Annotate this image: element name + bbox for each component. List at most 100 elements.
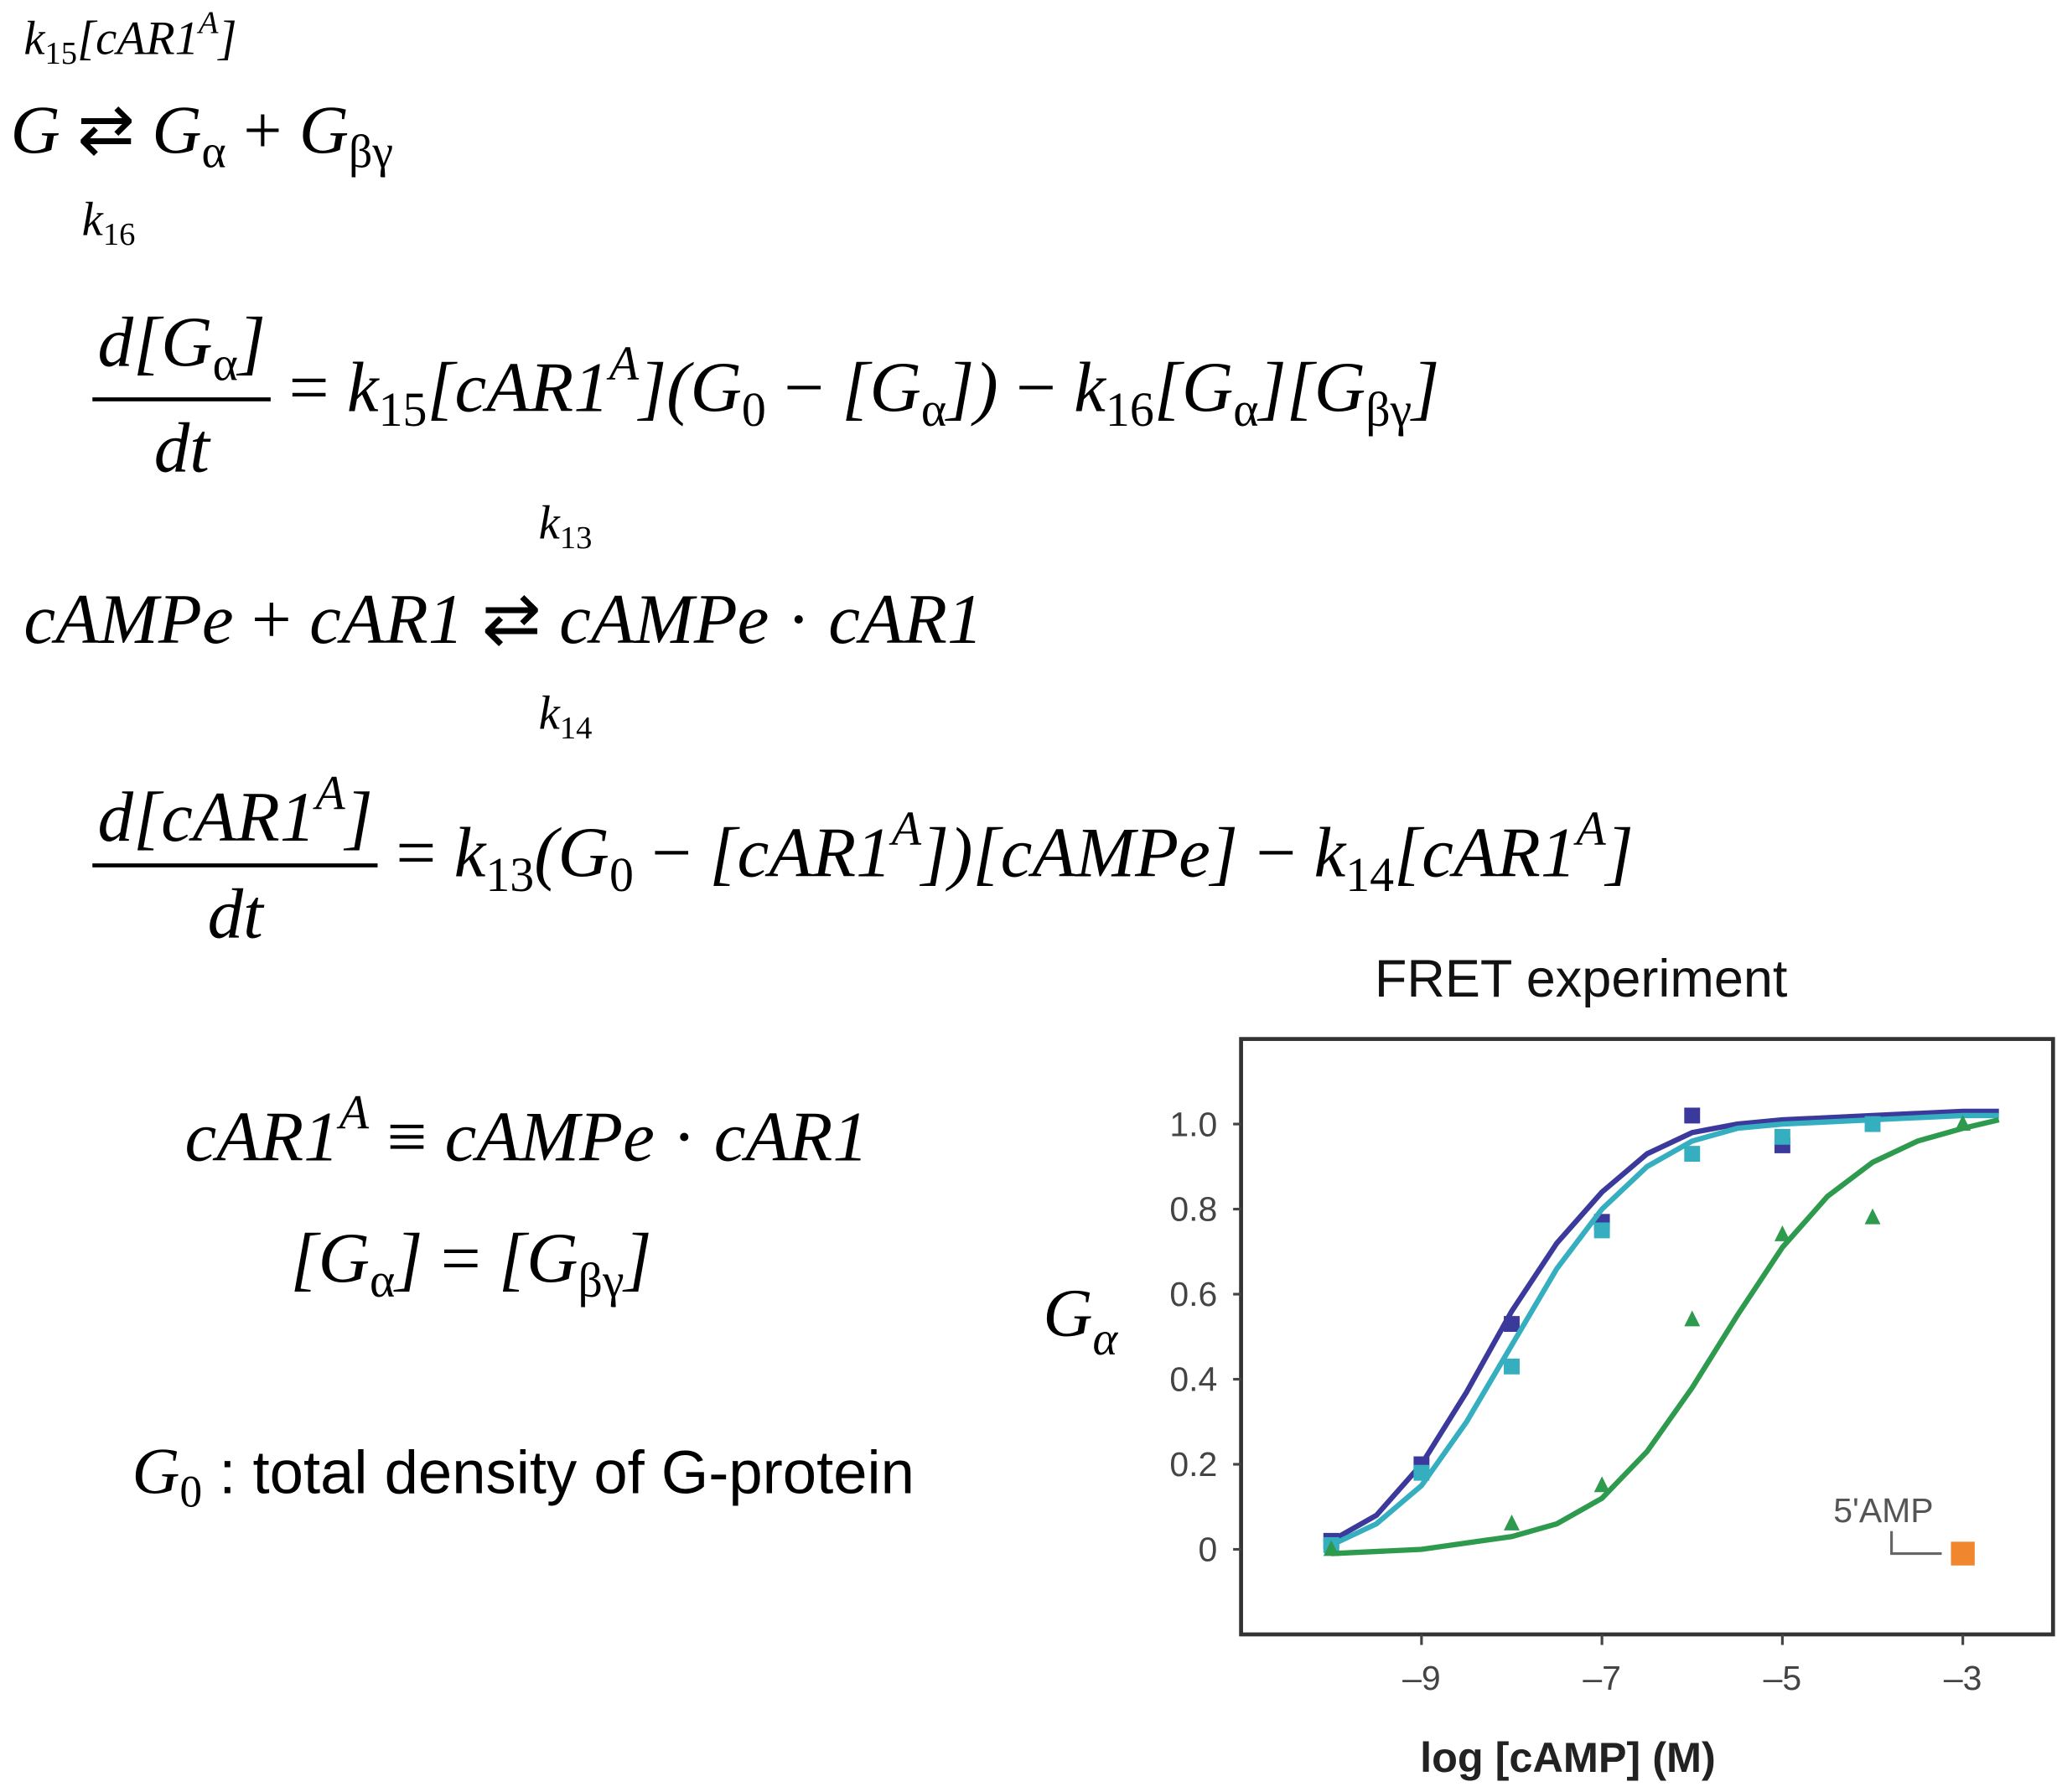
math-operator: = bbox=[378, 813, 454, 893]
data-point bbox=[1684, 1107, 1701, 1124]
x-tick-label: –5 bbox=[1764, 1659, 1802, 1697]
y-tick-label: 0 bbox=[1198, 1530, 1217, 1569]
superscript: A bbox=[609, 336, 640, 391]
superscript: A bbox=[1576, 801, 1606, 856]
math-symbol: cAMPe bbox=[23, 579, 251, 659]
subscript: βγ bbox=[1365, 382, 1412, 437]
data-point bbox=[1593, 1222, 1610, 1239]
math-operator: + bbox=[251, 579, 292, 659]
equation: k16 bbox=[82, 193, 136, 254]
math-symbol: dt bbox=[207, 873, 263, 954]
math-symbol: [cAR1 bbox=[77, 12, 199, 65]
y-axis-label: Gα bbox=[1043, 1275, 1118, 1365]
math-symbol: ] bbox=[1605, 813, 1634, 893]
data-point bbox=[1955, 1115, 1972, 1131]
subscript: 15 bbox=[378, 382, 427, 437]
fit-curve bbox=[1331, 1116, 2000, 1556]
math-symbol: d[G bbox=[97, 302, 213, 382]
math-operator: − bbox=[1015, 348, 1075, 427]
math-operator: = bbox=[271, 348, 347, 427]
subscript: 0 bbox=[741, 382, 766, 437]
equation: cAR1A ≡ cAMPe · cAR1 bbox=[185, 1085, 868, 1178]
data-point bbox=[1413, 1464, 1430, 1481]
equation: d[cAR1A] dt = k13(G0 − [cAR1A])[cAMPe] − … bbox=[92, 766, 1634, 955]
data-point bbox=[1774, 1225, 1790, 1241]
math-operator: − bbox=[765, 348, 842, 427]
math-operator: ⇄ bbox=[481, 579, 541, 659]
math-symbol: G bbox=[132, 1433, 180, 1508]
subscript: α bbox=[370, 1252, 396, 1308]
math-symbol: [G bbox=[498, 1218, 578, 1298]
math-operator: · bbox=[672, 1096, 697, 1177]
math-symbol: [G bbox=[842, 348, 921, 427]
x-axis-label: log [cAMP] (M) bbox=[1420, 1733, 1716, 1781]
math-symbol: k bbox=[81, 192, 103, 246]
math-symbol: cAR1 bbox=[811, 579, 983, 659]
math-symbol: [G bbox=[1153, 348, 1234, 427]
math-symbol: (G bbox=[534, 813, 609, 893]
subscript: α bbox=[1233, 382, 1259, 437]
math-symbol: cAMPe bbox=[444, 1096, 673, 1177]
plot-frame bbox=[1239, 1037, 2055, 1637]
subscript: 13 bbox=[485, 847, 535, 902]
math-symbol: ] bbox=[624, 1218, 652, 1298]
math-symbol: ] bbox=[237, 302, 267, 382]
fraction: d[Gα] dt bbox=[92, 301, 272, 489]
fit-curve bbox=[1329, 1112, 1999, 1548]
equation: k15[cAR1A] bbox=[23, 5, 236, 73]
data-point bbox=[1504, 1316, 1520, 1333]
math-symbol: ] bbox=[1412, 348, 1440, 427]
math-operator: ⇄ bbox=[77, 93, 135, 169]
equation: k13 bbox=[539, 496, 593, 557]
math-operator: − bbox=[1256, 813, 1314, 893]
math-symbol: [cAR1 bbox=[709, 813, 892, 893]
equation-text: : total density of G-protein bbox=[202, 1437, 915, 1507]
math-symbol: k bbox=[1313, 813, 1346, 893]
fraction: d[cAR1A] dt bbox=[92, 765, 379, 955]
equation: [Gα] = [Gβγ] bbox=[291, 1217, 652, 1308]
subscript: 0 bbox=[609, 847, 634, 902]
math-symbol: ] bbox=[345, 777, 373, 857]
subscript: α bbox=[201, 124, 226, 178]
math-symbol: [cAR1 bbox=[1394, 813, 1577, 893]
math-symbol: ](G bbox=[639, 348, 742, 427]
subscript: 0 bbox=[179, 1468, 203, 1518]
x-tick-label: –3 bbox=[1944, 1659, 1982, 1697]
subscript: 14 bbox=[559, 710, 593, 747]
math-symbol: [G bbox=[290, 1218, 370, 1298]
superscript: A bbox=[198, 5, 219, 41]
y-tick-label: 0.2 bbox=[1169, 1445, 1217, 1484]
equation: G ⇄ Gα + Gβγ bbox=[11, 92, 393, 179]
math-symbol: cAR1 bbox=[184, 1096, 339, 1177]
y-tick-label: 0.8 bbox=[1169, 1190, 1217, 1229]
data-point bbox=[1684, 1310, 1701, 1327]
math-symbol: k bbox=[1074, 348, 1106, 427]
math-symbol: ] bbox=[218, 12, 237, 65]
y-axis-label-subscript: α bbox=[1092, 1313, 1118, 1365]
y-tick-label: 1.0 bbox=[1169, 1105, 1217, 1143]
chart-title: FRET experiment bbox=[1375, 950, 1788, 1008]
math-operator: · bbox=[786, 579, 811, 659]
superscript: A bbox=[891, 801, 922, 856]
data-point bbox=[1504, 1515, 1520, 1530]
x-tick-label: –7 bbox=[1583, 1659, 1621, 1697]
math-symbol: cAR1 bbox=[291, 579, 482, 659]
math-symbol: dt bbox=[153, 408, 210, 488]
math-symbol: ] bbox=[395, 1218, 423, 1298]
numerator: d[Gα] bbox=[92, 301, 272, 402]
subscript: α bbox=[212, 336, 238, 391]
equation: G0 : total density of G-protein bbox=[132, 1434, 915, 1519]
equation: d[Gα] dt = k15[cAR1A](G0 − [Gα]) − k16[Gα… bbox=[92, 301, 1439, 489]
annotation-point bbox=[1951, 1541, 1975, 1566]
math-operator: − bbox=[633, 813, 710, 893]
superscript: A bbox=[315, 765, 345, 821]
data-point bbox=[1864, 1208, 1881, 1225]
data-point bbox=[1774, 1128, 1790, 1145]
x-tick-label: –9 bbox=[1402, 1659, 1441, 1697]
annotation-label: 5'AMP bbox=[1833, 1491, 1933, 1530]
math-operator: ≡ bbox=[369, 1096, 445, 1177]
data-point bbox=[1684, 1146, 1701, 1163]
math-symbol: ][G bbox=[1258, 348, 1366, 427]
